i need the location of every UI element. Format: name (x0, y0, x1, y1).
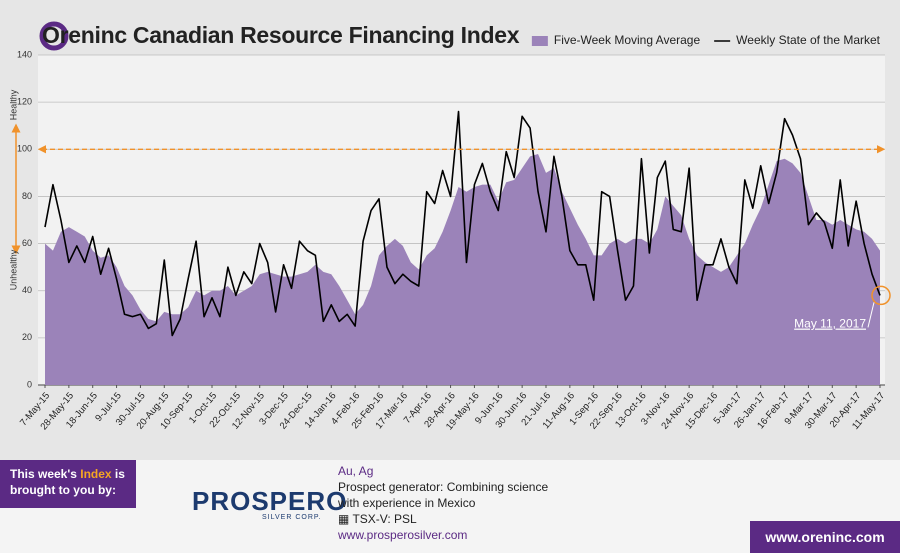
axis-note-lower: Unhealthy (8, 249, 18, 290)
annotation-leader (867, 302, 875, 328)
y-tick-label: 120 (17, 97, 32, 107)
y-tick-label: 0 (27, 379, 32, 389)
y-tick-label: 60 (22, 238, 32, 248)
exchange: ▦ TSX-V: PSL (338, 512, 417, 526)
y-tick-label: 80 (22, 191, 32, 201)
exchange-text: TSX-V: PSL (352, 512, 417, 526)
axis-note-upper: Healthy (8, 89, 18, 120)
y-tick-label: 100 (17, 144, 32, 154)
description: Prospect generator: Combining science wi… (338, 480, 549, 510)
logo-mark (39, 21, 69, 51)
intro-highlight: Index (80, 467, 112, 481)
intro-text: This week's (10, 467, 77, 481)
y-tick-label: 40 (22, 285, 32, 295)
y-tick-label: 20 (22, 332, 32, 342)
chart: Oreninc Canadian Resource Financing Inde… (8, 21, 891, 433)
metals: Au, Ag (338, 464, 374, 478)
y-tick-label: 140 (17, 49, 32, 59)
brand-website[interactable]: www.oreninc.com (750, 521, 900, 553)
intro-text: is brought to you by: (10, 467, 125, 497)
sponsor-logo-sub: SILVER CORP. (262, 514, 322, 521)
sponsor-info: Au, Ag Prospect generator: Combining sci… (338, 463, 568, 543)
annotation: May 11, 2017 (794, 317, 866, 331)
footer: This week's Index is brought to you by: … (0, 460, 900, 553)
annotation-marker (871, 285, 891, 306)
legend-label: Weekly State of the Market (736, 33, 881, 47)
legend-swatch (531, 36, 548, 46)
sponsor-intro: This week's Index is brought to you by: (0, 460, 136, 508)
chart-title: Oreninc Canadian Resource Financing Inde… (42, 22, 520, 48)
sponsor-website[interactable]: www.prosperosilver.com (338, 528, 468, 542)
sponsor-logo: PROSPERO (192, 486, 348, 516)
legend-label: Five-Week Moving Average (554, 33, 701, 47)
line-series (44, 110, 881, 337)
